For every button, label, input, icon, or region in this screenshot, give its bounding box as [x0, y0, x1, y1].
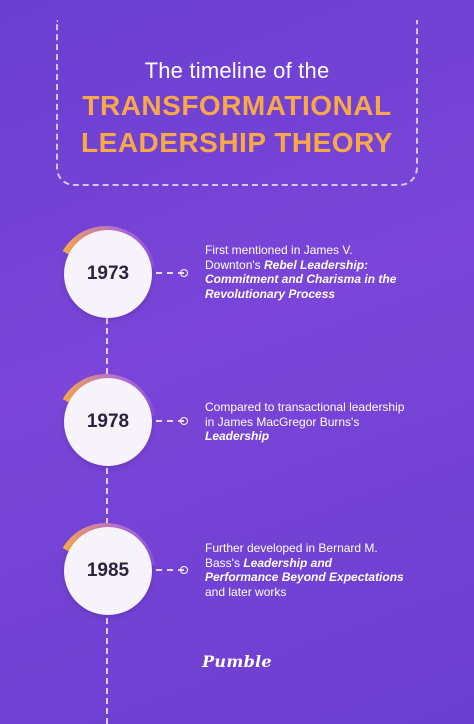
event-text: Further developed in Bernard M. Bass's: [205, 541, 378, 570]
header-subtitle: The timeline of the: [144, 58, 330, 83]
timeline-event: 1973 First mentioned in James V. Downton…: [0, 226, 474, 326]
connector-dot: [180, 417, 188, 425]
year-label: 1973: [86, 263, 130, 284]
event-description: Compared to transactional leadership in …: [205, 400, 405, 444]
connector-dot: [180, 566, 188, 574]
connector-line: [156, 420, 184, 422]
timeline-event: 1978 Compared to transactional leadershi…: [0, 374, 474, 474]
event-title: Leadership and Performance Beyond Expect…: [205, 555, 404, 585]
event-text: First mentioned in James V. Downton's: [205, 243, 353, 272]
pumble-logo: Pumble: [202, 652, 272, 671]
event-text-after: and later works: [205, 584, 287, 599]
event-description: Further developed in Bernard M. Bass's L…: [205, 541, 405, 599]
event-description: First mentioned in James V. Downton's Re…: [205, 243, 405, 301]
header-title-line2: LEADERSHIP THEORY: [81, 127, 393, 158]
year-label: 1985: [86, 560, 130, 581]
year-badge: 1978: [64, 378, 152, 466]
header-frame: [56, 20, 418, 186]
header-title-line1: TRANSFORMATIONAL: [82, 90, 392, 121]
event-title: Leadership: [205, 429, 270, 443]
event-text: Compared to transactional leadership in …: [205, 400, 405, 429]
timeline-event: 1985 Further developed in Bernard M. Bas…: [0, 523, 474, 623]
connector-line: [156, 569, 184, 571]
year-label: 1978: [86, 411, 130, 432]
connector-line: [156, 272, 184, 274]
year-badge: 1985: [64, 527, 152, 615]
event-title: Rebel Leadership: Commitment and Charism…: [205, 257, 397, 301]
connector-dot: [180, 269, 188, 277]
timeline-line: [106, 318, 108, 724]
year-badge: 1973: [64, 230, 152, 318]
